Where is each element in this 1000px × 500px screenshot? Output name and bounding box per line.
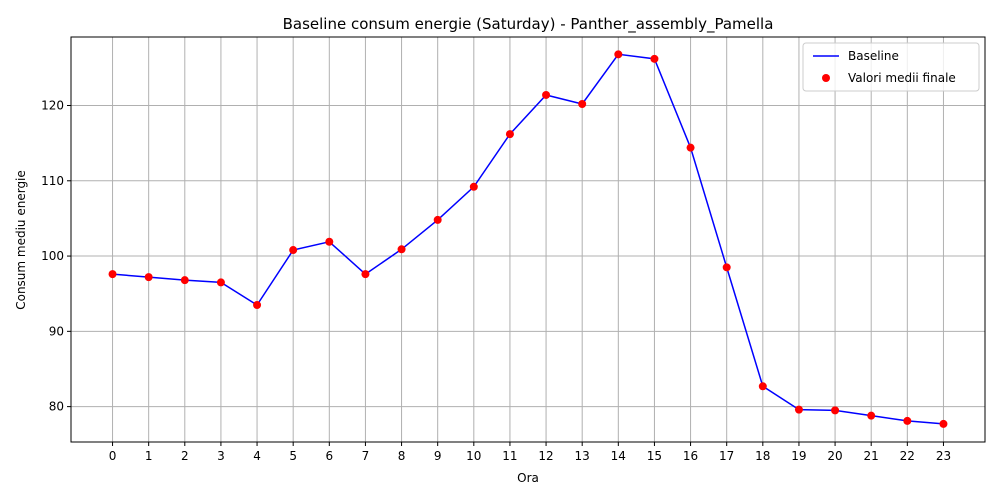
legend-point-swatch (822, 74, 830, 82)
x-axis-label: Ora (517, 471, 539, 485)
x-tick-label: 0 (109, 449, 117, 463)
data-point (253, 300, 262, 309)
line-layer (112, 53, 944, 425)
data-point (289, 246, 298, 255)
legend: Baseline Valori medii finale (802, 42, 980, 92)
data-point (144, 273, 153, 282)
y-tick-label: 110 (41, 174, 64, 188)
point-layer (108, 50, 948, 428)
x-tick-label: 10 (466, 449, 481, 463)
data-point (867, 411, 876, 420)
data-point (686, 143, 695, 152)
y-tick-label: 90 (49, 324, 64, 338)
data-point (433, 215, 442, 224)
x-tick-label: 9 (434, 449, 442, 463)
y-tick-label: 120 (41, 99, 64, 113)
data-point (361, 270, 370, 279)
legend-label-baseline: Baseline (848, 49, 899, 63)
data-point (542, 90, 551, 99)
data-point (614, 50, 623, 59)
x-tick-label: 4 (253, 449, 261, 463)
x-tick-label: 5 (289, 449, 297, 463)
data-point (180, 276, 189, 285)
x-tick-label: 12 (538, 449, 553, 463)
data-point (650, 54, 659, 63)
data-point (325, 237, 334, 246)
x-tick-layer: 0 1 2 3 4 5 6 7 8 9 10 11 12 13 14 15 16 17 18 19 20 21 22 23 (109, 442, 951, 463)
x-tick-label: 14 (611, 449, 626, 463)
x-tick-label: 8 (398, 449, 406, 463)
data-point (216, 278, 225, 287)
x-tick-label: 13 (575, 449, 590, 463)
data-point (831, 406, 840, 415)
data-point (722, 263, 731, 272)
x-tick-label: 11 (502, 449, 517, 463)
x-tick-label: 17 (719, 449, 734, 463)
y-axis-label: Consum mediu energie (14, 170, 28, 310)
data-point (397, 245, 406, 254)
y-tick-label: 100 (41, 249, 64, 263)
data-point (794, 405, 803, 414)
grid-layer (71, 37, 985, 442)
chart-title: Baseline consum energie (Saturday) - Pan… (283, 15, 774, 34)
x-tick-label: 6 (325, 449, 333, 463)
data-point (578, 99, 587, 108)
x-tick-label: 21 (864, 449, 879, 463)
data-point (939, 419, 948, 428)
data-point (505, 130, 514, 139)
x-tick-label: 23 (936, 449, 951, 463)
x-tick-label: 7 (362, 449, 370, 463)
x-tick-label: 15 (647, 449, 662, 463)
y-tick-label: 80 (49, 400, 64, 414)
plot-frame (70, 36, 986, 443)
x-tick-label: 22 (900, 449, 915, 463)
x-tick-label: 1 (145, 449, 153, 463)
data-point (758, 382, 767, 391)
y-tick-layer: 80 90 100 110 120 (41, 99, 71, 414)
x-tick-label: 19 (791, 449, 806, 463)
legend-label-values: Valori medii finale (848, 71, 956, 85)
data-point (903, 416, 912, 425)
x-tick-label: 20 (827, 449, 842, 463)
baseline-series-line (112, 53, 944, 425)
data-point (108, 270, 117, 279)
x-tick-label: 18 (755, 449, 770, 463)
x-tick-label: 2 (181, 449, 189, 463)
legend-box (802, 42, 980, 92)
x-tick-label: 16 (683, 449, 698, 463)
data-point (469, 182, 478, 191)
x-tick-label: 3 (217, 449, 225, 463)
